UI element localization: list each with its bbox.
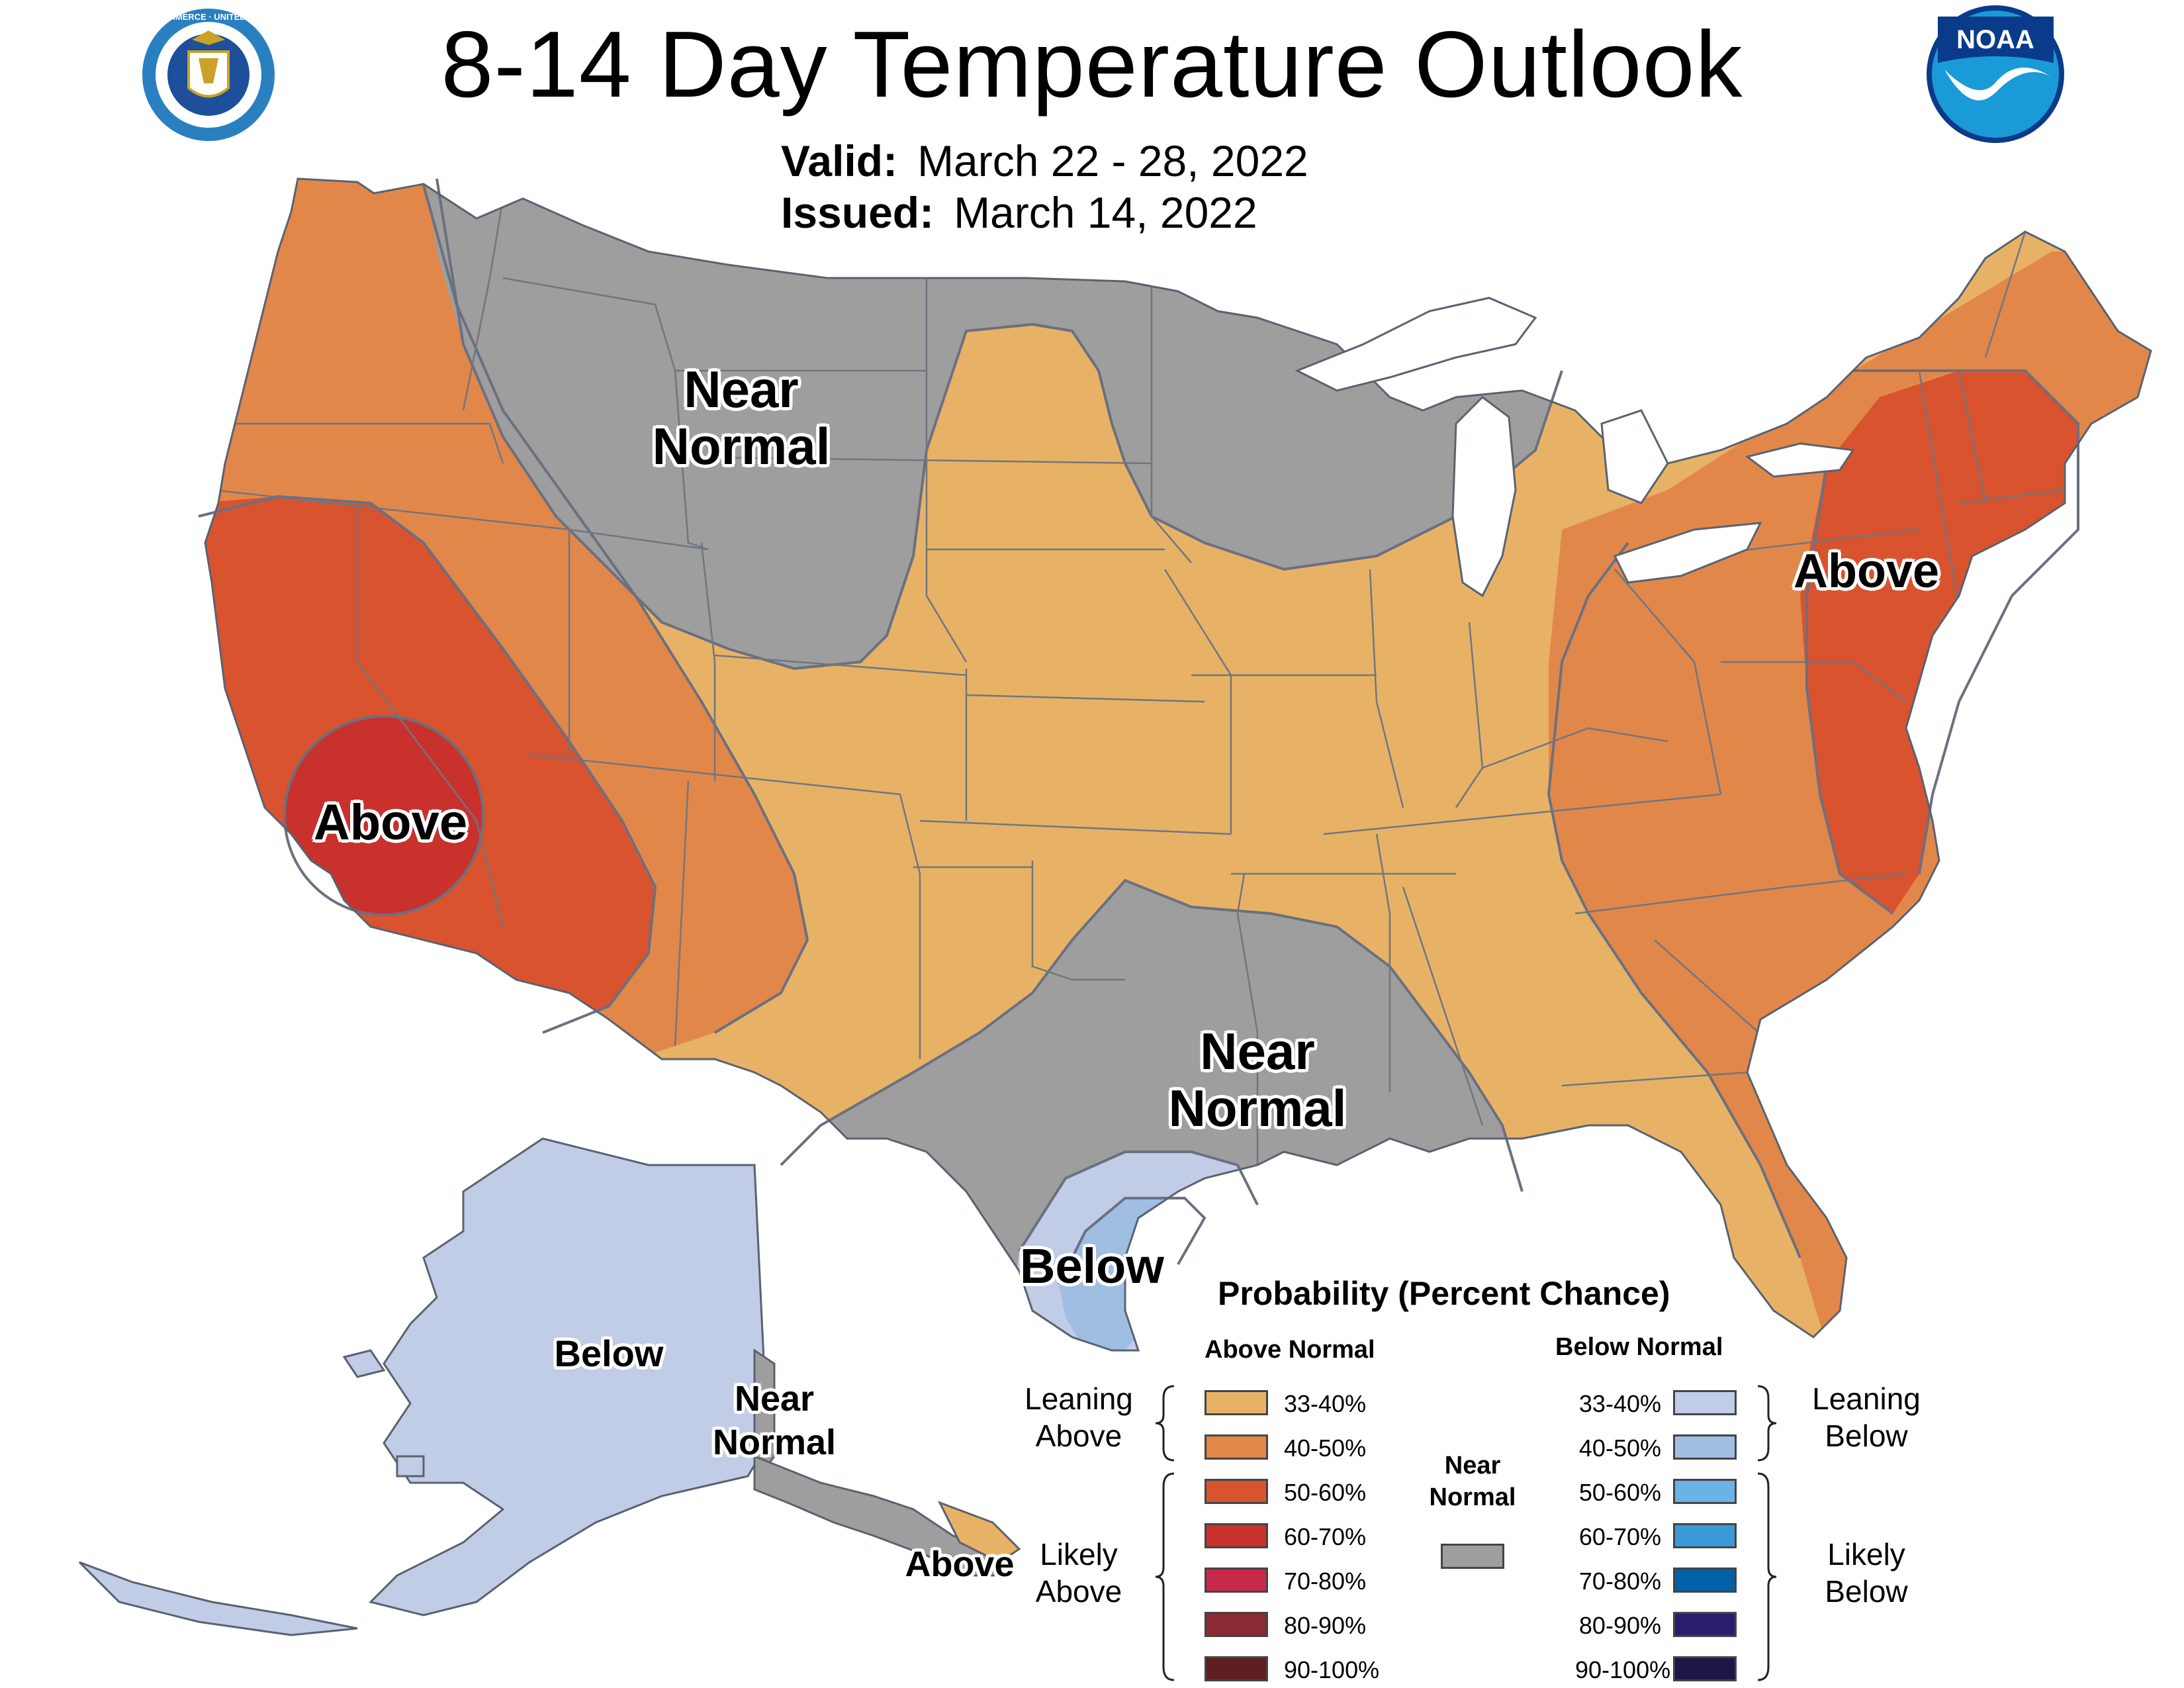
legend-likely-above: Likely Above — [1035, 1537, 1122, 1609]
valid-dates: March 22 - 28, 2022 — [917, 136, 1308, 185]
legend-below-label: 33-40% — [1578, 1390, 1661, 1417]
label-near-normal-north: Near Normal — [652, 360, 831, 475]
label-above-northeast: Above — [1793, 545, 1940, 598]
brace-leaning-above — [1155, 1385, 1175, 1462]
valid-label: Valid: — [781, 136, 898, 185]
legend-title: Probability (Percent Chance) — [1218, 1275, 1670, 1312]
issued-label: Issued: — [781, 188, 934, 237]
noaa-logo: NOAA — [1927, 5, 2064, 143]
legend-swatch — [1205, 1568, 1268, 1593]
label-alaska-near-normal: Near Normal — [712, 1379, 837, 1462]
legend-swatch — [1673, 1523, 1737, 1548]
issued-date: March 14, 2022 — [954, 188, 1257, 237]
legend-swatch — [1205, 1390, 1268, 1415]
alaska — [78, 1137, 1021, 1636]
legend-above-label: 70-80% — [1284, 1568, 1367, 1595]
legend-swatch — [1673, 1479, 1737, 1504]
legend-above-label: 33-40% — [1284, 1390, 1367, 1417]
department-of-commerce-seal: DEPARTMENT OF COMMERCE · UNITED STATES O… — [139, 9, 278, 141]
legend-below-header: Below Normal — [1555, 1333, 1723, 1361]
brace-likely-above — [1155, 1472, 1175, 1681]
probability-contours — [198, 178, 2079, 1285]
legend-swatch — [1673, 1656, 1737, 1681]
noaa-text: NOAA — [1956, 25, 2034, 54]
legend-above-label: 80-90% — [1284, 1612, 1367, 1639]
seal-text: DEPARTMENT OF COMMERCE · UNITED STATES O… — [139, 12, 278, 22]
great-lakes — [1295, 297, 1855, 598]
legend-above-label: 90-100% — [1284, 1656, 1380, 1683]
legend-swatch — [1673, 1612, 1737, 1637]
legend-swatch — [1205, 1434, 1268, 1460]
conus-outline — [204, 177, 2152, 1352]
legend-below-label: 70-80% — [1578, 1568, 1661, 1595]
label-alaska-above: Above — [905, 1544, 1015, 1584]
legend-above-header: Above Normal — [1205, 1336, 1375, 1364]
label-above-california: Above — [313, 794, 468, 851]
issued-line: Issued: March 14, 2022 — [781, 187, 1257, 238]
brace-leaning-below — [1757, 1385, 1777, 1462]
legend-swatch — [1205, 1479, 1268, 1504]
legend-above-label: 60-70% — [1284, 1523, 1367, 1550]
page-title: 8-14 Day Temperature Outlook — [441, 12, 1743, 117]
legend-likely-below: Likely Below — [1825, 1537, 1908, 1609]
legend-swatch — [1205, 1523, 1268, 1548]
legend-above-label: 40-50% — [1284, 1434, 1367, 1462]
legend-below-label: 50-60% — [1578, 1479, 1661, 1506]
legend-above-label: 50-60% — [1284, 1479, 1367, 1506]
label-near-normal-south: Near Normal — [1168, 1022, 1347, 1137]
legend-below-label: 40-50% — [1578, 1434, 1661, 1462]
label-alaska-below: Below — [554, 1333, 664, 1374]
valid-line: Valid: March 22 - 28, 2022 — [781, 136, 1308, 186]
legend-near-normal-label: Near Normal — [1429, 1452, 1516, 1511]
legend-leaning-below: Leaning Below — [1812, 1382, 1921, 1453]
legend-swatch — [1673, 1568, 1737, 1593]
state-borders — [211, 179, 2066, 1178]
legend-below-label: 90-100% — [1575, 1656, 1671, 1683]
legend-swatch — [1673, 1434, 1737, 1460]
legend-below-label: 60-70% — [1578, 1523, 1661, 1550]
label-below-texas: Below — [1020, 1239, 1164, 1293]
legend-swatch — [1673, 1390, 1737, 1415]
legend-near-normal-swatch — [1441, 1544, 1504, 1569]
legend-swatch — [1205, 1656, 1268, 1681]
legend-leaning-above: Leaning Above — [1024, 1382, 1133, 1453]
legend-swatch — [1205, 1612, 1268, 1637]
legend-below-label: 80-90% — [1578, 1612, 1661, 1639]
brace-likely-below — [1757, 1472, 1777, 1681]
